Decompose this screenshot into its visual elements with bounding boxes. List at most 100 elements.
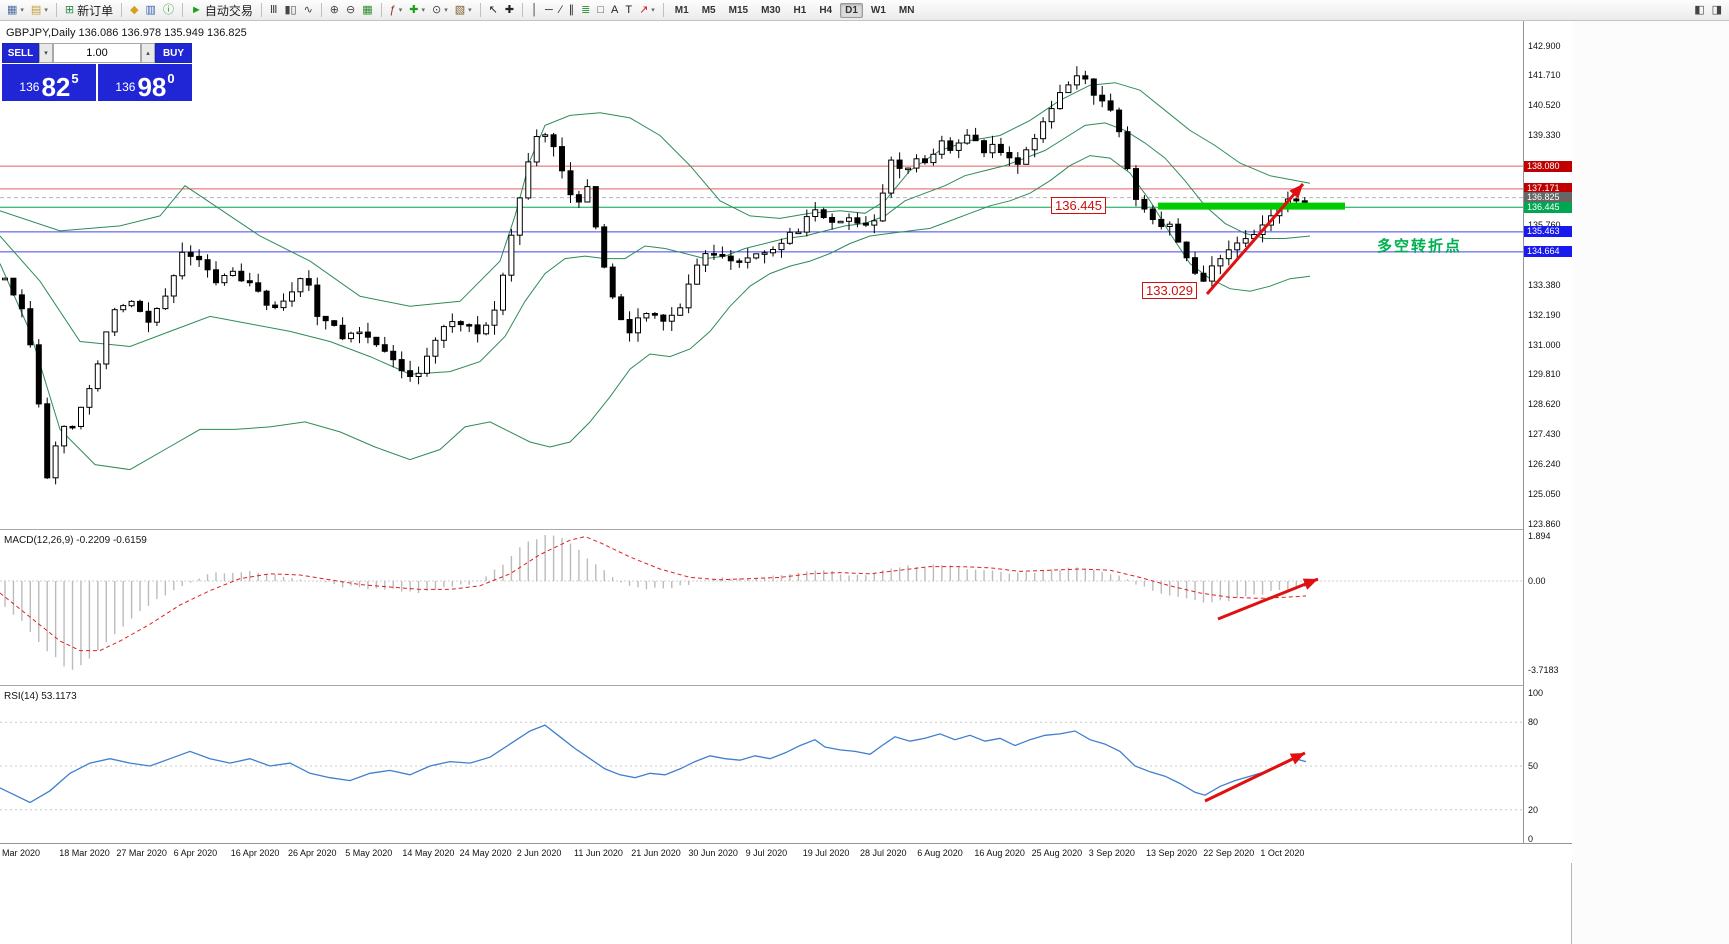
price-chart[interactable]: [0, 21, 1523, 529]
price-axis-label: 129.810: [1528, 369, 1561, 380]
candle-chart-mode-button[interactable]: ▮▯: [281, 4, 299, 17]
price-axis-label: 132.190: [1528, 309, 1561, 320]
dropdown-arrow-icon[interactable]: ▾: [421, 7, 425, 14]
rsi-scale-label: 100: [1528, 688, 1544, 698]
price-label-annotation-136445[interactable]: 136.445: [1051, 197, 1106, 214]
timeframe-button-w1[interactable]: W1: [870, 4, 886, 16]
timeframe-button-mn[interactable]: MN: [898, 4, 915, 16]
text-tool-button[interactable]: A: [608, 4, 621, 17]
sell-button[interactable]: SELL: [2, 43, 39, 63]
dropdown-arrow-icon[interactable]: ▾: [44, 7, 48, 14]
time-axis-label: 27 Mar 2020: [116, 848, 167, 858]
fibonacci-icon: ≣: [581, 3, 591, 16]
panel-divider[interactable]: [0, 529, 1572, 530]
indicator-list-button[interactable]: ƒ ▾: [387, 4, 406, 17]
volume-down-button[interactable]: ▾: [39, 43, 53, 63]
line-chart-mode-button[interactable]: ∿: [301, 4, 316, 17]
buy-button[interactable]: BUY: [155, 43, 192, 63]
price-axis-label: 126.240: [1528, 459, 1561, 470]
sell-price-prefix: 136: [19, 80, 40, 94]
shapes-icon: □: [597, 3, 604, 16]
text-icon: A: [610, 3, 619, 16]
time-axis-label: 11 Jun 2020: [574, 848, 623, 858]
price-axis-label: 125.050: [1528, 489, 1561, 499]
indicators-icon: ƒ: [389, 3, 396, 16]
volume-input[interactable]: 1.00: [53, 43, 141, 63]
new-chart-button[interactable]: ▦ ▾: [4, 4, 27, 17]
zoom-in-button[interactable]: ⊕: [327, 4, 342, 17]
chart-title: GBPJPY,Daily 136.086 136.978 135.949 136…: [6, 27, 247, 39]
dropdown-arrow-icon[interactable]: ▾: [444, 7, 448, 14]
vertical-line-icon: │: [531, 3, 538, 16]
time-axis-label: 18 Mar 2020: [59, 848, 110, 858]
timeframe-button-d1[interactable]: D1: [840, 2, 863, 18]
metaeditor-icon: ◆: [130, 3, 139, 16]
crosshair-tool-button[interactable]: ✚: [502, 4, 517, 17]
dock-window-left-button[interactable]: ◧: [1691, 4, 1707, 17]
sell-price-button[interactable]: 136 82 5: [2, 64, 96, 101]
vertical-line-tool-button[interactable]: │: [528, 4, 541, 17]
zoom-out-button[interactable]: ⊖: [343, 4, 358, 17]
zoom-in-icon: ⊕: [329, 3, 339, 16]
market-watch-button[interactable]: ▥: [143, 4, 159, 17]
dropdown-arrow-icon[interactable]: ▾: [398, 7, 403, 14]
fibonacci-tool-button[interactable]: ≣: [578, 4, 593, 17]
price-axis-label: 141.710: [1528, 70, 1561, 81]
timeframe-button-m15[interactable]: M15: [728, 4, 749, 16]
pivot-text-annotation[interactable]: 多空转折点: [1377, 238, 1463, 255]
price-badge: 136.825: [1524, 192, 1572, 204]
autotrading-button[interactable]: ► 自动交易: [188, 1, 256, 20]
timeframe-button-h1[interactable]: H1: [793, 4, 807, 16]
price-badge: 134.664: [1524, 246, 1572, 258]
time-axis-label: 2 Jun 2020: [516, 848, 562, 858]
trendline-tool-button[interactable]: ∕: [557, 4, 565, 17]
price-axis[interactable]: 142.900 141.710 140.520 139.330 135.760 133.3…: [1523, 21, 1572, 844]
tile-windows-button[interactable]: ▦: [359, 4, 375, 17]
toolbar-separator: [479, 3, 481, 17]
templates-button[interactable]: ▧ ▾: [452, 4, 475, 17]
price-badge: 137.171: [1524, 183, 1572, 195]
panel-divider[interactable]: [0, 685, 1572, 686]
channel-tool-button[interactable]: ∥: [566, 4, 578, 17]
autotrading-play-icon: ►: [190, 3, 202, 16]
metaeditor-button[interactable]: ◆: [127, 4, 141, 17]
dropdown-arrow-icon[interactable]: ▾: [468, 7, 472, 14]
macd-panel: [0, 534, 1523, 670]
price-axis-label: 140.520: [1528, 100, 1561, 111]
sell-price-main: 82: [41, 71, 71, 102]
add-indicator-button[interactable]: ✚ ▾: [406, 4, 428, 17]
price-label-annotation-133029[interactable]: 133.029: [1142, 282, 1197, 299]
timeframe-button-m30[interactable]: M30: [761, 4, 781, 16]
help-icon: ⓘ: [162, 3, 174, 16]
cursor-tool-button[interactable]: ↖: [486, 4, 501, 17]
time-axis-label: 9 Jul 2020: [745, 848, 788, 858]
dropdown-arrow-icon[interactable]: ▾: [20, 7, 24, 14]
macd-scale-label: -3.7183: [1528, 665, 1559, 676]
buy-price-button[interactable]: 136 98 0: [98, 64, 192, 101]
label-tool-button[interactable]: T: [622, 4, 635, 17]
timeframe-button-h4[interactable]: H4: [819, 4, 833, 16]
chart-profiles-button[interactable]: ▤ ▾: [28, 4, 51, 17]
arrows-tool-button[interactable]: ↗ ▾: [636, 4, 658, 17]
timeframe-button-m5[interactable]: M5: [701, 4, 716, 16]
shapes-tool-button[interactable]: □: [594, 4, 607, 17]
timeframe-button-m1[interactable]: M1: [674, 4, 689, 16]
time-axis[interactable]: Mar 2020 18 Mar 2020 27 Mar 2020 6 Apr 2020…: [0, 843, 1572, 863]
new-order-button[interactable]: ⊞ 新订单: [62, 1, 116, 20]
macd-indicator-label: MACD(12,26,9) -0.2209 -0.6159: [4, 535, 147, 546]
volume-up-button[interactable]: ▴: [141, 43, 155, 63]
zoom-out-icon: ⊖: [346, 3, 356, 16]
dropdown-arrow-icon[interactable]: ▾: [651, 7, 655, 14]
channel-icon: ∥: [568, 3, 575, 16]
dock-window-right-button[interactable]: ◨: [1709, 4, 1725, 17]
time-axis-label: 6 Apr 2020: [173, 848, 218, 858]
help-button[interactable]: ⓘ: [160, 4, 177, 17]
triangle-up-icon: ▴: [146, 50, 150, 57]
bar-chart-mode-button[interactable]: Ⅲ: [267, 4, 281, 17]
triangle-down-icon: ▾: [44, 50, 48, 57]
buy-price-main: 98: [137, 71, 167, 102]
main-toolbar: ▦ ▾ ▤ ▾ ⊞ 新订单 ◆ ▥ ⓘ ► 自动交易 Ⅲ ▮▯ ∿ ⊕ ⊖ ▦ ƒ ▾ ✚ ▾ ⊙ ▾ ▧ ▾ ↖ ✚ │ ─ ∕ ∥ ≣ □ A…: [0, 0, 1729, 21]
toolbar-separator: [320, 3, 322, 17]
periods-button[interactable]: ⊙ ▾: [429, 4, 451, 17]
horizontal-line-tool-button[interactable]: ─: [542, 4, 556, 17]
